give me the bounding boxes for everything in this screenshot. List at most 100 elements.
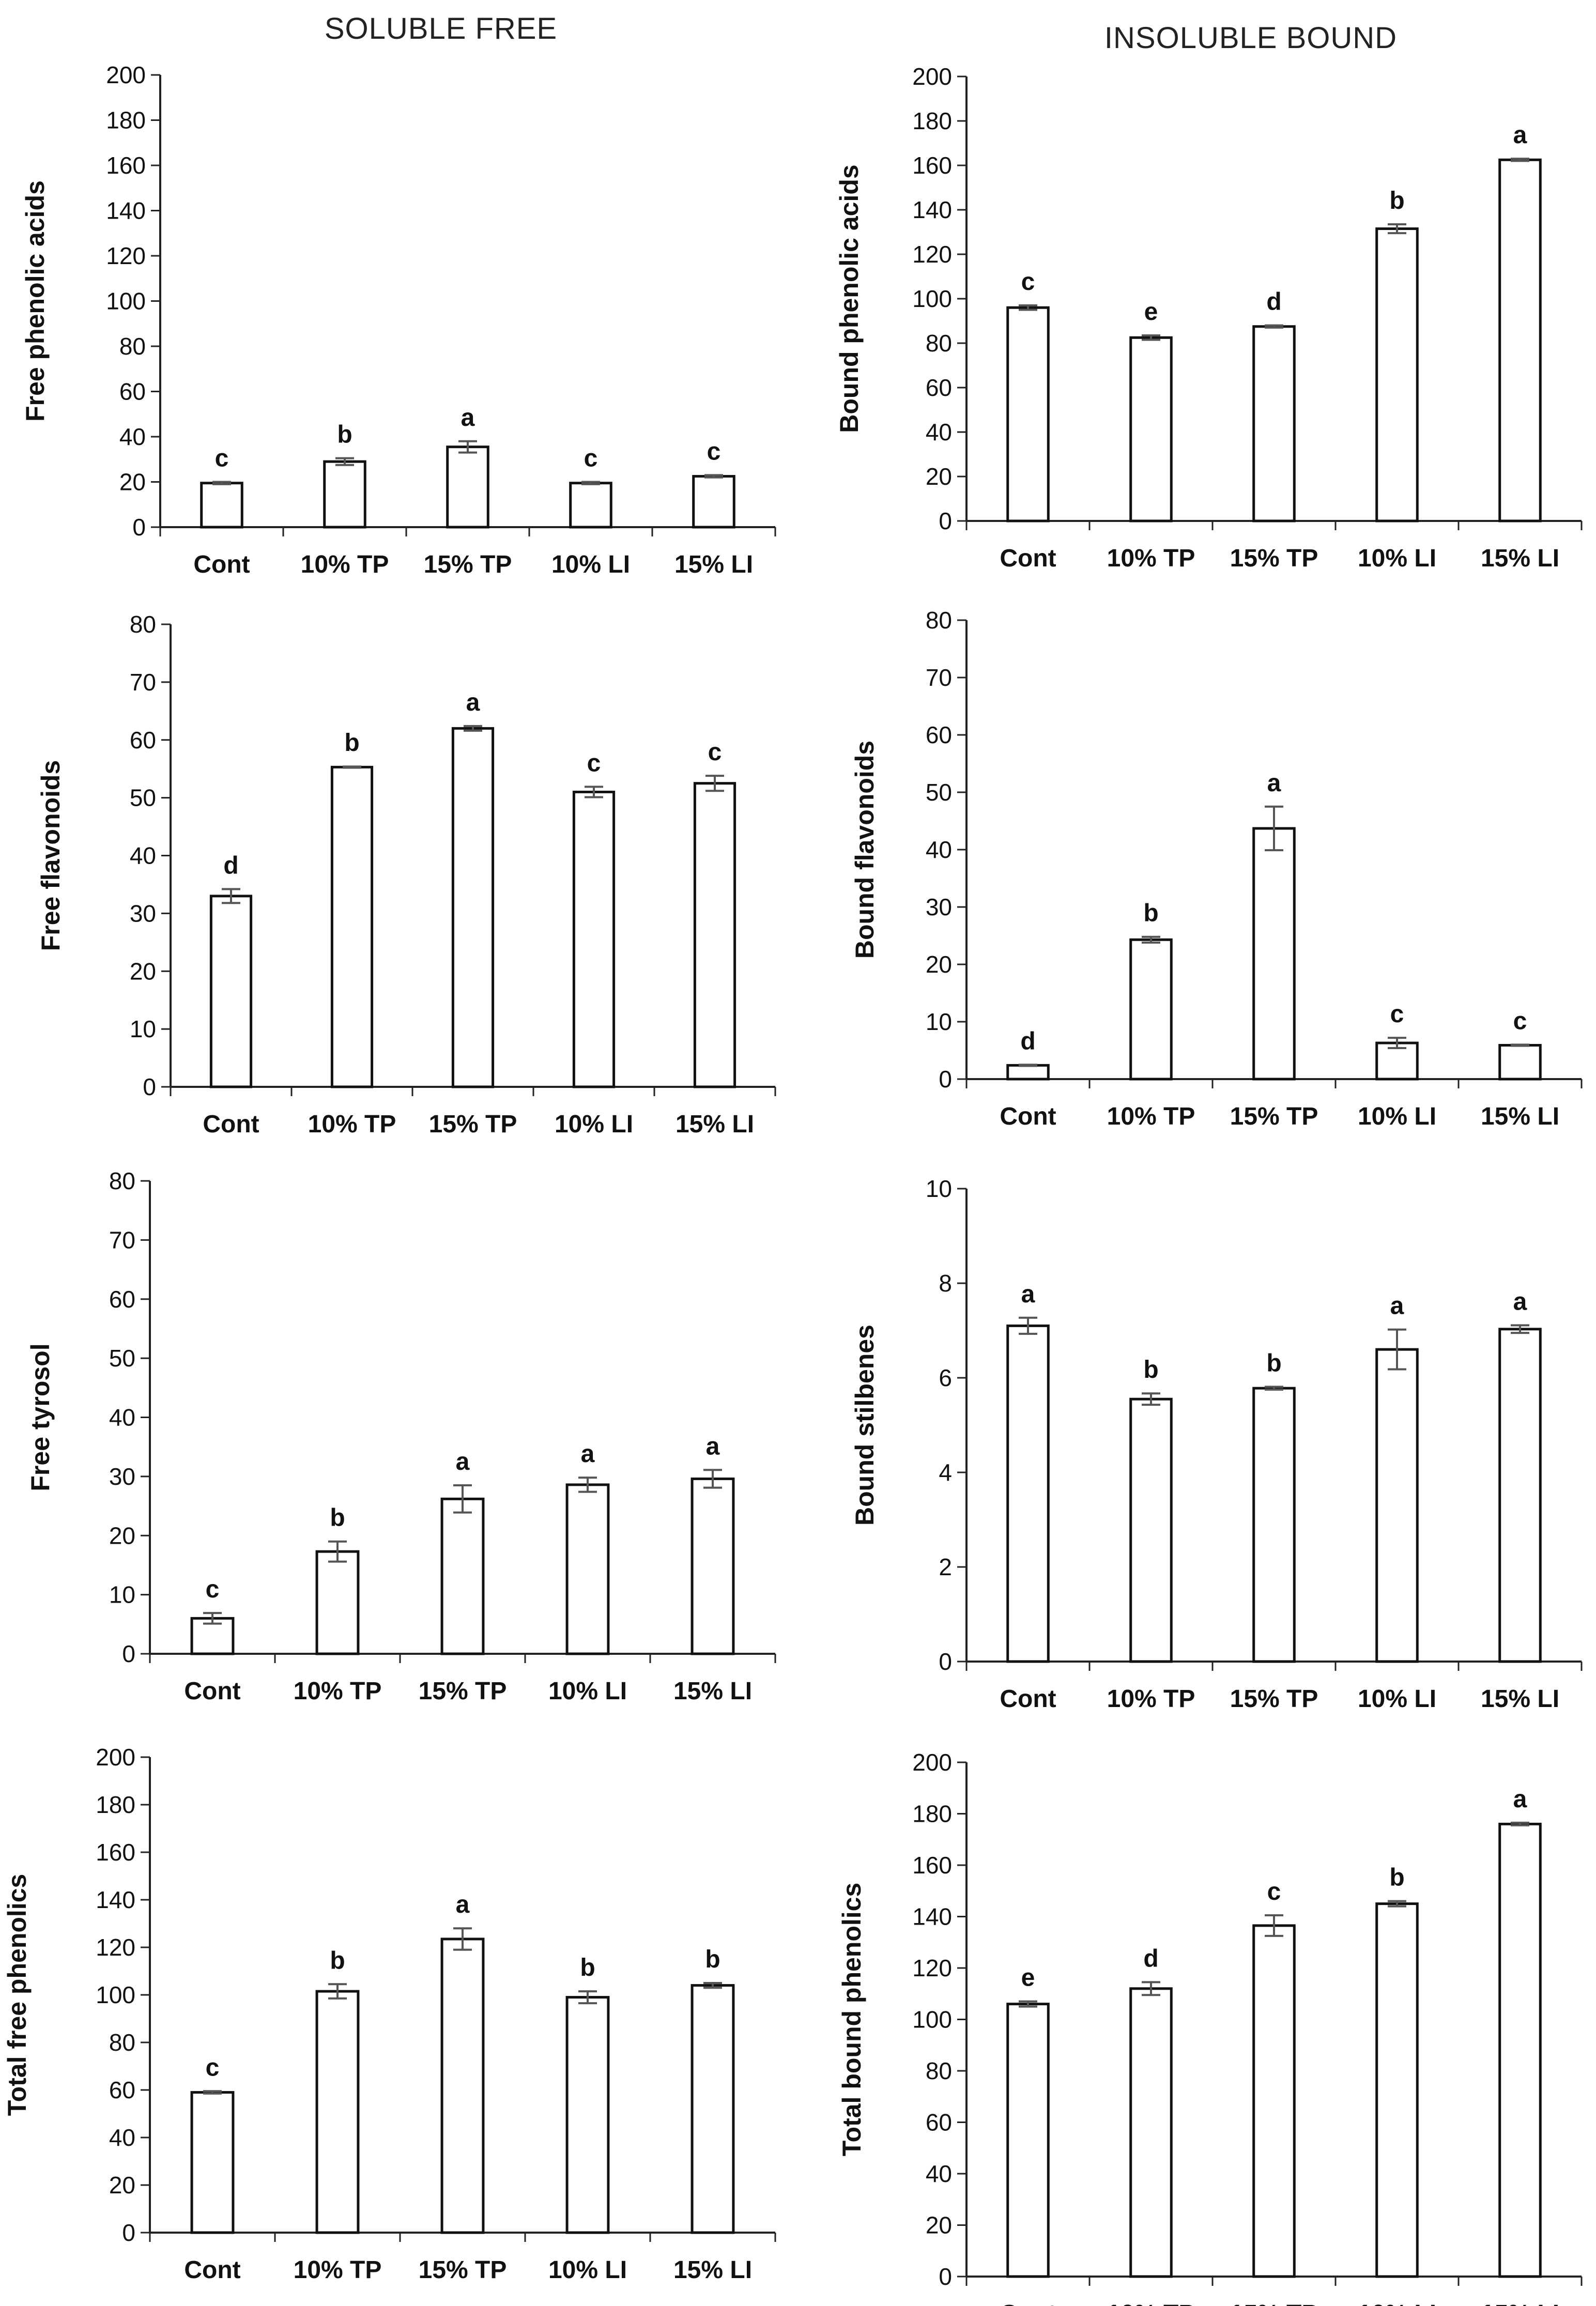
bar xyxy=(1498,1822,1542,2278)
significance-letter: a xyxy=(1513,1786,1527,1813)
significance-letter: c xyxy=(1021,268,1035,296)
x-category-label: 10% TP xyxy=(1107,1685,1195,1713)
bar xyxy=(693,782,736,1088)
y-tick-label: 10 xyxy=(926,1175,952,1202)
significance-letter: b xyxy=(1389,1864,1404,1892)
y-tick-label: 50 xyxy=(109,1345,135,1372)
y-tick-label: 70 xyxy=(109,1226,135,1253)
significance-letter: c xyxy=(206,2054,220,2081)
bar xyxy=(1129,336,1173,522)
significance-letter: a xyxy=(706,1433,720,1460)
x-category-label: 10% LI xyxy=(548,2256,627,2284)
significance-letter: c xyxy=(1513,1007,1527,1035)
x-category-label: 10% LI xyxy=(1358,2300,1436,2306)
y-tick-label: 0 xyxy=(132,514,146,541)
significance-letter: b xyxy=(1143,1356,1158,1383)
y-tick-label: 40 xyxy=(109,1404,135,1431)
bar xyxy=(315,1990,360,2234)
x-category-label: 15% TP xyxy=(419,1678,507,1705)
y-tick-label: 40 xyxy=(926,836,952,863)
x-category-label: 15% LI xyxy=(1481,545,1559,572)
y-tick-label: 80 xyxy=(119,333,146,360)
significance-letter: b xyxy=(1389,187,1404,214)
significance-letter: b xyxy=(330,1947,345,1974)
bar xyxy=(315,1550,360,1655)
significance-letter: d xyxy=(223,852,238,879)
y-tick-label: 100 xyxy=(912,2006,952,2033)
y-tick-label: 120 xyxy=(912,1955,952,1981)
bar xyxy=(1129,1987,1173,2278)
y-tick-label: 60 xyxy=(926,721,952,748)
bar xyxy=(1375,227,1419,522)
significance-letter: c xyxy=(708,739,722,766)
significance-letter: c xyxy=(1267,1878,1281,1905)
y-tick-label: 80 xyxy=(109,2029,135,2056)
y-tick-label: 0 xyxy=(939,1066,952,1093)
bar xyxy=(451,727,495,1088)
significance-letter: d xyxy=(1143,1945,1158,1972)
chart-panel: 0 20 40 60 80 100 120 140 160 180 200 Total bound p… xyxy=(837,1749,1583,2306)
y-tick-label: 10 xyxy=(109,1581,135,1608)
significance-letter: c xyxy=(206,1576,220,1603)
y-tick-label: 80 xyxy=(109,1167,135,1194)
y-tick-label: 40 xyxy=(130,842,156,869)
significance-letter: b xyxy=(344,729,359,757)
bar xyxy=(200,482,243,529)
bar xyxy=(209,895,253,1088)
y-tick-label: 60 xyxy=(926,374,952,401)
y-tick-label: 180 xyxy=(912,107,952,134)
significance-letter: b xyxy=(337,421,352,449)
y-tick-label: 50 xyxy=(926,779,952,806)
y-tick-label: 160 xyxy=(96,1839,135,1866)
significance-letter: a xyxy=(456,1891,470,1918)
bar xyxy=(1252,325,1296,522)
significance-letter: c xyxy=(584,445,598,472)
x-category-label: Cont xyxy=(184,2256,240,2284)
significance-letter: a xyxy=(456,1448,470,1475)
bar xyxy=(440,1497,485,1655)
bar xyxy=(1006,1324,1050,1663)
chart-panel: 0 10 20 30 40 50 60 70 80 Bound flavonoids d Cont b 1… xyxy=(850,607,1583,1130)
y-tick-label: 200 xyxy=(106,62,146,88)
y-tick-label: 80 xyxy=(926,330,952,357)
y-tick-label: 100 xyxy=(912,285,952,312)
y-tick-label: 200 xyxy=(912,63,952,90)
x-category-label: 15% LI xyxy=(673,1678,752,1705)
x-category-label: 15% TP xyxy=(429,1111,517,1138)
y-axis-title: Total free phenolics xyxy=(3,1874,32,2116)
significance-letter: a xyxy=(1390,1293,1404,1320)
significance-letter: b xyxy=(580,1954,595,1981)
bar xyxy=(1498,1044,1542,1081)
x-category-label: 15% LI xyxy=(674,551,753,578)
x-category-label: 10% TP xyxy=(1107,2300,1195,2306)
y-tick-label: 8 xyxy=(939,1270,952,1297)
significance-letter: e xyxy=(1144,298,1158,326)
chart-panel: 0 20 40 60 80 100 120 140 160 180 200 Free phenolic… xyxy=(21,62,776,578)
y-tick-label: 40 xyxy=(926,419,952,445)
significance-letter: c xyxy=(707,438,721,465)
x-category-label: Cont xyxy=(193,551,250,578)
significance-letter: a xyxy=(466,689,480,716)
y-tick-label: 10 xyxy=(926,1008,952,1035)
y-tick-label: 160 xyxy=(912,1852,952,1879)
x-category-label: 10% LI xyxy=(548,1678,627,1705)
bar xyxy=(690,1477,735,1655)
bar xyxy=(1375,1348,1419,1663)
y-tick-label: 0 xyxy=(939,508,952,534)
x-category-label: 15% TP xyxy=(419,2256,507,2284)
x-category-label: 15% LI xyxy=(676,1111,754,1138)
x-category-label: 15% TP xyxy=(1230,1685,1318,1713)
y-tick-label: 80 xyxy=(926,2057,952,2084)
bar xyxy=(1129,938,1173,1081)
bar xyxy=(1252,1387,1296,1663)
y-tick-label: 100 xyxy=(106,288,146,315)
x-category-label: Cont xyxy=(1000,1685,1056,1713)
x-category-label: 10% TP xyxy=(294,2256,382,2284)
x-category-label: Cont xyxy=(203,1111,259,1138)
y-axis-title: Bound phenolic acids xyxy=(835,164,864,433)
bar xyxy=(565,1996,610,2234)
bar xyxy=(1006,1064,1050,1081)
x-category-label: 10% LI xyxy=(1358,1685,1436,1713)
y-tick-label: 20 xyxy=(926,951,952,978)
